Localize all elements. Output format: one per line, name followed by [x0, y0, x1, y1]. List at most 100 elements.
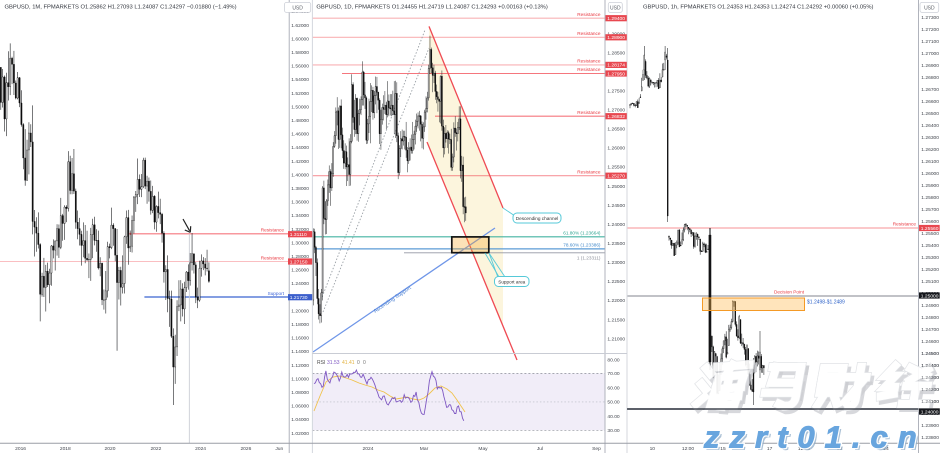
svg-text:Descending channel: Descending channel [516, 216, 558, 221]
svg-text:Ascending Support: Ascending Support [373, 285, 413, 315]
svg-text:1.27100: 1.27100 [921, 39, 939, 45]
svg-text:1.24700: 1.24700 [921, 327, 939, 333]
svg-text:1.24500: 1.24500 [607, 203, 625, 209]
svg-text:zzrt01.cn: zzrt01.cn [703, 420, 927, 453]
svg-text:30.00: 30.00 [607, 428, 620, 434]
svg-text:Sep: Sep [592, 446, 601, 452]
svg-text:Support area: Support area [498, 279, 525, 284]
svg-text:1.42000: 1.42000 [291, 159, 309, 165]
svg-text:USD: USD [292, 6, 303, 12]
svg-text:1.34000: 1.34000 [291, 213, 309, 219]
svg-text:zzrt01.cn: zzrt01.cn [703, 420, 927, 453]
svg-text:1.27200: 1.27200 [921, 27, 939, 33]
svg-text:Resistance: Resistance [261, 255, 285, 260]
svg-text:1.28500: 1.28500 [607, 50, 625, 56]
svg-text:1.27000: 1.27000 [607, 108, 625, 114]
svg-text:1.25400: 1.25400 [921, 243, 939, 249]
svg-text:1.04000: 1.04000 [291, 417, 309, 423]
svg-text:12:00: 12:00 [682, 446, 695, 452]
svg-text:GBPUSD, 1D, FPMARKETS O1.2445: GBPUSD, 1D, FPMARKETS O1.24455 H1.24719 … [316, 4, 547, 10]
svg-text:1 (1.23311): 1 (1.23311) [577, 255, 601, 260]
svg-text:10: 10 [650, 446, 656, 452]
svg-text:1.29400: 1.29400 [607, 16, 625, 22]
svg-text:1.26800: 1.26800 [921, 75, 939, 81]
svg-text:41.41: 41.41 [342, 360, 355, 366]
svg-text:1.25200: 1.25200 [921, 267, 939, 273]
svg-text:1.26000: 1.26000 [607, 146, 625, 152]
svg-text:1.26000: 1.26000 [921, 171, 939, 177]
svg-text:2024: 2024 [195, 446, 206, 452]
svg-text:1.24000: 1.24000 [921, 409, 939, 415]
svg-text:1.26500: 1.26500 [921, 111, 939, 117]
svg-text:1.62000: 1.62000 [291, 23, 309, 29]
svg-text:zzrt01.cn: zzrt01.cn [706, 422, 930, 453]
svg-text:1.44000: 1.44000 [291, 145, 309, 151]
svg-text:1.24000: 1.24000 [291, 281, 309, 287]
svg-text:1.27150: 1.27150 [290, 259, 308, 265]
svg-text:70.00: 70.00 [607, 371, 620, 377]
svg-text:1.48000: 1.48000 [291, 118, 309, 124]
svg-text:12:00: 12:00 [798, 446, 811, 452]
svg-text:1.23000: 1.23000 [607, 260, 625, 266]
svg-text:1.26300: 1.26300 [921, 135, 939, 141]
svg-text:1.25500: 1.25500 [607, 165, 625, 171]
svg-text:1.26000: 1.26000 [291, 268, 309, 274]
svg-text:1.22000: 1.22000 [607, 298, 625, 304]
svg-text:1.24900: 1.24900 [921, 303, 939, 309]
svg-text:1.25500: 1.25500 [921, 231, 939, 237]
svg-text:1.58000: 1.58000 [291, 50, 309, 56]
svg-text:1.25800: 1.25800 [921, 195, 939, 201]
svg-text:Resistance: Resistance [577, 12, 601, 17]
svg-text:60.00: 60.00 [607, 385, 620, 391]
svg-text:1.14000: 1.14000 [291, 349, 309, 355]
svg-text:78.60% (1.23386): 78.60% (1.23386) [563, 243, 601, 248]
svg-text:40.00: 40.00 [607, 414, 620, 420]
svg-text:Mar: Mar [420, 446, 429, 452]
svg-text:1.06000: 1.06000 [291, 404, 309, 410]
svg-text:2024: 2024 [363, 446, 374, 452]
svg-text:1.21000: 1.21000 [607, 336, 625, 342]
svg-text:1.26900: 1.26900 [921, 63, 939, 69]
svg-text:1.25100: 1.25100 [921, 279, 939, 285]
svg-text:1.26200: 1.26200 [921, 147, 939, 153]
svg-text:2016: 2016 [15, 446, 26, 452]
svg-text:22: 22 [837, 446, 843, 452]
svg-text:1.24400: 1.24400 [921, 363, 939, 369]
svg-text:1.56000: 1.56000 [291, 64, 309, 70]
svg-text:Resistance: Resistance [261, 228, 285, 233]
svg-text:1.02000: 1.02000 [291, 431, 309, 437]
svg-text:1.27950: 1.27950 [607, 71, 625, 77]
svg-text:1.28000: 1.28000 [291, 254, 309, 260]
svg-text:1.24800: 1.24800 [921, 315, 939, 321]
svg-text:50.00: 50.00 [607, 400, 620, 406]
svg-text:1.40000: 1.40000 [291, 172, 309, 178]
svg-text:Resistance: Resistance [577, 31, 601, 36]
svg-text:GBPUSD, 1h, FPMARKETS O1.2435: GBPUSD, 1h, FPMARKETS O1.24353 H1.24353 … [643, 4, 873, 10]
svg-text:0: 0 [357, 360, 360, 366]
svg-text:1.46000: 1.46000 [291, 132, 309, 138]
svg-text:0: 0 [363, 360, 366, 366]
svg-text:1.20000: 1.20000 [291, 308, 309, 314]
svg-text:1.26600: 1.26600 [921, 99, 939, 105]
svg-text:1.18000: 1.18000 [291, 322, 309, 328]
svg-text:17: 17 [767, 446, 773, 452]
svg-text:1.27300: 1.27300 [921, 15, 939, 21]
svg-text:1.24000: 1.24000 [607, 222, 625, 228]
svg-text:Jul: Jul [537, 446, 543, 452]
svg-text:1.50000: 1.50000 [291, 104, 309, 110]
svg-text:80.00: 80.00 [607, 357, 620, 363]
svg-text:2018: 2018 [60, 446, 71, 452]
svg-text:1.25270: 1.25270 [607, 174, 625, 180]
svg-text:61.80% (1.23664): 61.80% (1.23664) [563, 231, 601, 236]
svg-text:Jun: Jun [275, 446, 283, 452]
svg-text:1.24300: 1.24300 [921, 375, 939, 381]
svg-text:1.52000: 1.52000 [291, 91, 309, 97]
svg-text:Resistance: Resistance [577, 169, 601, 174]
svg-text:1.24500: 1.24500 [921, 351, 939, 357]
svg-text:1.26700: 1.26700 [921, 87, 939, 93]
svg-text:1.21500: 1.21500 [607, 317, 625, 323]
svg-text:1.23900: 1.23900 [921, 423, 939, 429]
svg-text:$1.2498-$1.2489: $1.2498-$1.2489 [807, 299, 845, 305]
svg-text:1.25700: 1.25700 [921, 207, 939, 213]
svg-text:1.23800: 1.23800 [921, 435, 939, 441]
